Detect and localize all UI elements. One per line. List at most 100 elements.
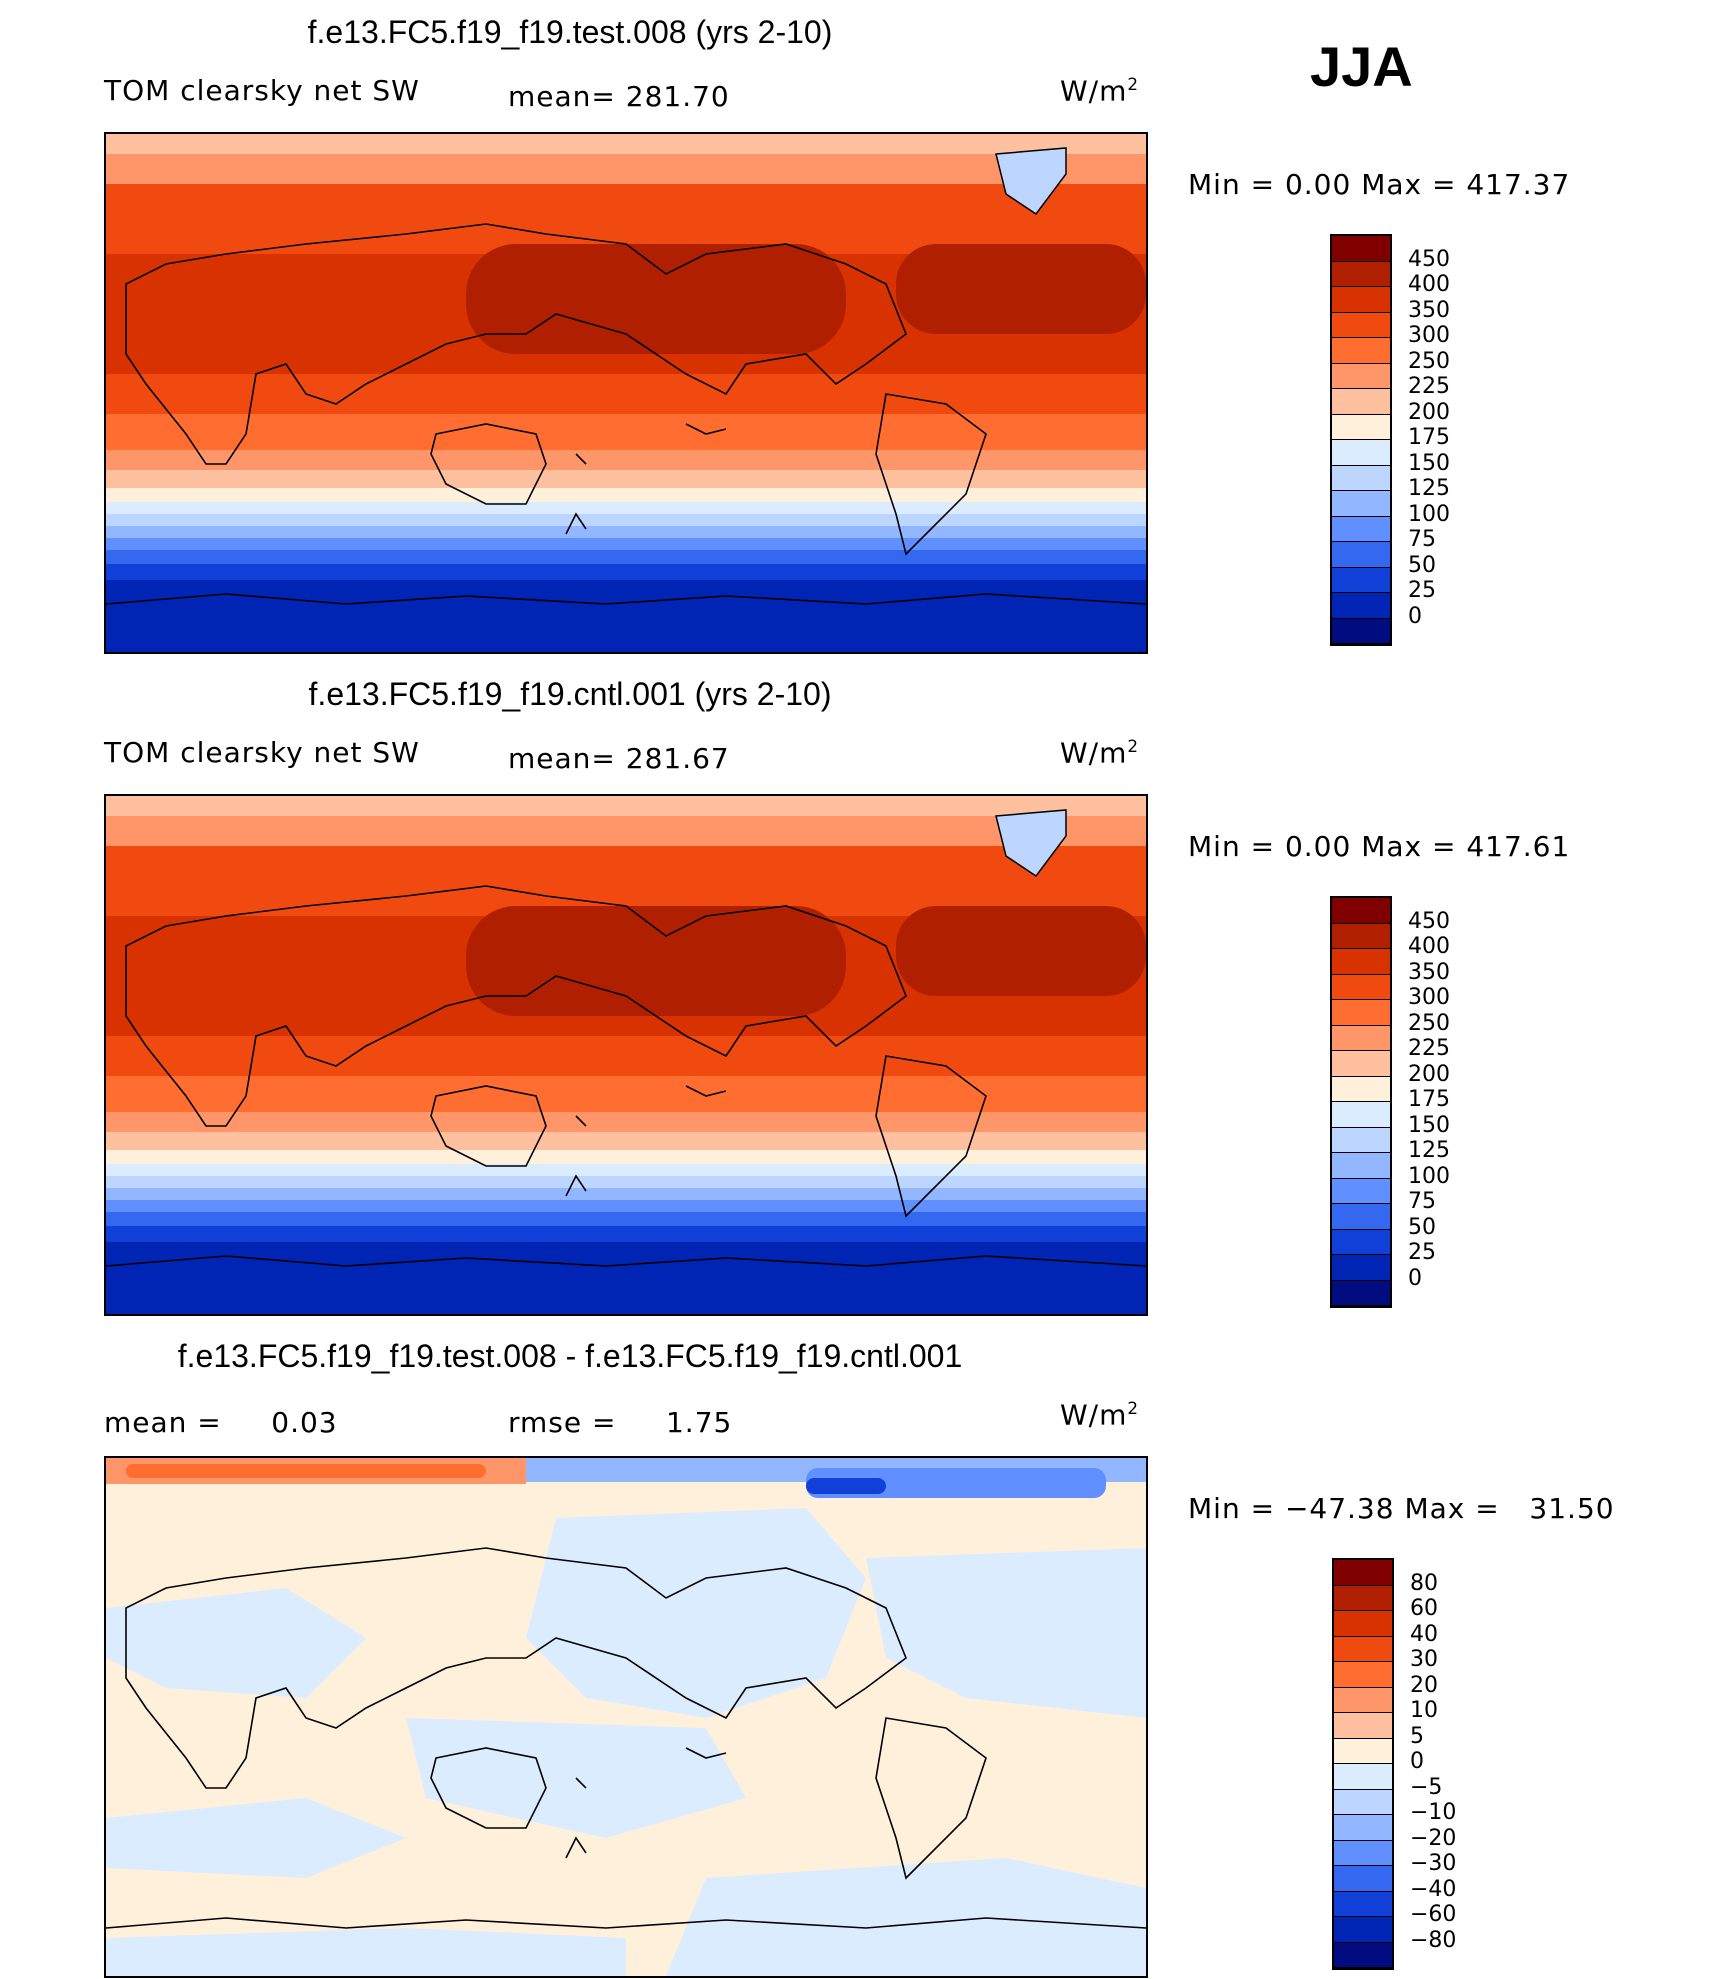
colorbar-band [1332,1255,1390,1281]
colorbar-tick-label: 250 [1408,348,1450,374]
colorbar-tick-label: 150 [1408,450,1450,476]
colorbar-band [1332,1178,1390,1204]
colorbar-tick-label: 25 [1408,578,1436,603]
colorbar-tick-label: 5 [1410,1723,1424,1749]
colorbar-band [1334,1764,1392,1790]
colorbar-tick-label: 75 [1408,527,1436,552]
panel-1-variable-label: TOM clearsky net SW [104,74,420,107]
panel-3-mean-label: mean = 0.03 [104,1406,338,1439]
season-label: JJA [1310,35,1413,98]
colorbar-band [1332,338,1390,364]
colorbar-tick-label: −5 [1410,1774,1443,1800]
colorbar-band [1332,363,1390,389]
colorbar-band [1332,1153,1390,1179]
panel-2-minmax: Min = 0.00 Max = 417.61 [1188,830,1571,863]
colorbar-tick-label: 300 [1408,985,1450,1010]
colorbar-tick-label: 225 [1408,1036,1450,1061]
panel-1-mean-label: mean= 281.70 [508,80,730,113]
panel-1-title: f.e13.FC5.f19_f19.test.008 (yrs 2-10) [307,14,833,50]
colorbar-band [1332,593,1390,619]
colorbar-tick-label: 400 [1408,272,1450,297]
colorbar-band [1334,1713,1392,1739]
panel-1-colorbar [1330,234,1392,646]
colorbar-band [1334,1942,1392,1968]
colorbar-tick-label: 350 [1408,959,1450,985]
colorbar-band [1332,1025,1390,1051]
colorbar-tick-label: −40 [1410,1876,1457,1902]
colorbar-band [1332,440,1390,466]
panel-3-title: f.e13.FC5.f19_f19.test.008 - f.e13.FC5.f… [177,1338,963,1374]
panel-1-map [104,132,1148,654]
panel-2-mean-label: mean= 281.67 [508,742,730,775]
colorbar-tick-label: 100 [1408,1163,1450,1189]
colorbar-band [1334,1789,1392,1815]
panel-2-colorbar-labels: 450 400 350 300 250 225 200 175 150 125 100 75 50 25 0 [1408,896,1488,1308]
colorbar-tick-label: 50 [1408,1214,1436,1240]
panel-3-map [104,1456,1148,1978]
panel-3-colorbar [1332,1558,1394,1970]
colorbar-band [1334,1815,1392,1841]
colorbar-band [1332,1204,1390,1230]
colorbar-tick-label: 450 [1408,908,1450,934]
colorbar-band [1332,1051,1390,1077]
colorbar-band [1332,1102,1390,1128]
colorbar-tick-label: 10 [1410,1698,1438,1723]
panel-3-units: W/m2 [1060,1398,1140,1432]
colorbar-tick-label: 175 [1408,1087,1450,1112]
colorbar-tick-label: 200 [1408,399,1450,425]
colorbar-tick-label: −80 [1410,1927,1457,1953]
colorbar-band [1332,516,1390,542]
colorbar-tick-label: 75 [1408,1189,1436,1214]
colorbar-tick-label: 250 [1408,1010,1450,1036]
colorbar-band [1332,974,1390,1000]
colorbar-tick-label: 0 [1410,1749,1424,1774]
colorbar-band [1332,618,1390,644]
colorbar-tick-label: 40 [1410,1621,1438,1647]
panel-2-units: W/m2 [1060,736,1140,770]
colorbar-tick-label: 125 [1408,476,1450,501]
colorbar-band [1334,1662,1392,1688]
colorbar-band [1332,542,1390,568]
colorbar-tick-label: 175 [1408,425,1450,450]
colorbar-band [1332,1127,1390,1153]
colorbar-tick-label: 60 [1410,1596,1438,1621]
colorbar-band [1332,567,1390,593]
colorbar-band [1334,1636,1392,1662]
colorbar-tick-label: 80 [1410,1570,1438,1596]
colorbar-tick-label: 225 [1408,374,1450,399]
colorbar-tick-label: 350 [1408,297,1450,323]
colorbar-band [1334,1891,1392,1917]
panel-3-rmse-label: rmse = 1.75 [508,1406,733,1439]
panel-2-map [104,794,1148,1316]
colorbar-tick-label: −10 [1410,1800,1457,1825]
colorbar-band [1334,1687,1392,1713]
colorbar-tick-label: 300 [1408,323,1450,348]
colorbar-band [1332,465,1390,491]
colorbar-tick-label: 200 [1408,1061,1450,1087]
colorbar-band [1334,1560,1392,1586]
colorbar-band [1332,491,1390,517]
colorbar-band [1332,236,1390,262]
colorbar-band [1332,1280,1390,1306]
colorbar-band [1332,949,1390,975]
colorbar-tick-label: 0 [1408,1265,1422,1291]
colorbar-tick-label: 125 [1408,1138,1450,1163]
colorbar-tick-label: 400 [1408,934,1450,959]
colorbar-tick-label: −60 [1410,1902,1457,1927]
colorbar-band [1334,1840,1392,1866]
colorbar-band [1332,287,1390,313]
colorbar-tick-label: −30 [1410,1851,1457,1876]
colorbar-tick-label: 20 [1410,1672,1438,1698]
colorbar-tick-label: 30 [1410,1647,1438,1672]
panel-3-minmax: Min = −47.38 Max = 31.50 [1188,1492,1615,1525]
colorbar-tick-label: 450 [1408,246,1450,272]
colorbar-band [1334,1866,1392,1892]
colorbar-tick-label: 50 [1408,552,1436,578]
colorbar-tick-label: 0 [1408,603,1422,629]
colorbar-band [1332,1229,1390,1255]
colorbar-band [1332,389,1390,415]
colorbar-tick-label: −20 [1410,1825,1457,1851]
panel-1-units: W/m2 [1060,74,1140,108]
panel-1-minmax: Min = 0.00 Max = 417.37 [1188,168,1571,201]
colorbar-band [1332,923,1390,949]
